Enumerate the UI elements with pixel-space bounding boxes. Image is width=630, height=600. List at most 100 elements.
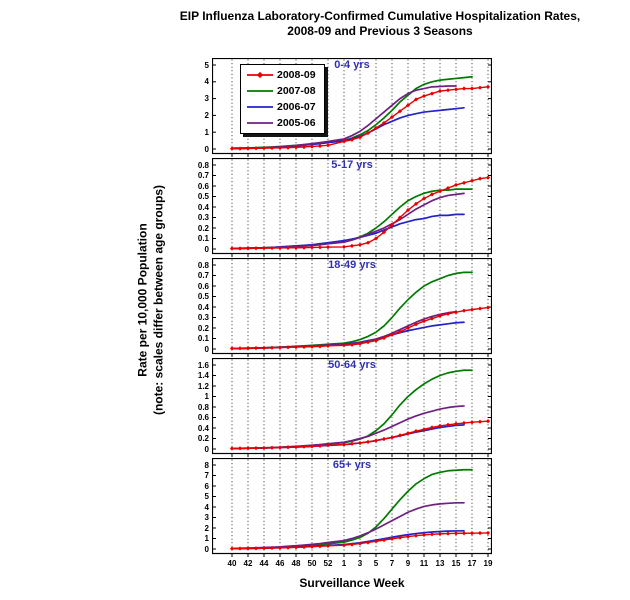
series-marker-2008-09 xyxy=(437,189,443,194)
series-marker-2008-09 xyxy=(277,145,283,150)
series-marker-2008-09 xyxy=(269,145,275,151)
series-marker-2008-09 xyxy=(237,246,243,251)
series-marker-2008-09 xyxy=(413,533,419,538)
series-line-2005-06 xyxy=(231,192,465,250)
panel-border xyxy=(212,358,492,455)
x-tick-label: 1 xyxy=(341,559,347,568)
series-marker-2008-09 xyxy=(325,343,331,348)
series-marker-2008-09 xyxy=(405,534,411,539)
series-marker-2008-09 xyxy=(445,88,451,93)
series-marker-2008-09 xyxy=(461,420,467,426)
series-marker-2008-09 xyxy=(341,244,347,249)
series-marker-2008-09 xyxy=(429,192,435,197)
legend-label: 2007-08 xyxy=(277,85,316,97)
y-tick-label: 0 xyxy=(204,344,209,354)
series-marker-2008-09 xyxy=(477,530,483,536)
series-marker-2008-09 xyxy=(413,429,419,434)
series-marker-2008-09 xyxy=(317,245,323,250)
series-marker-2008-09 xyxy=(373,125,379,131)
series-marker-2008-09 xyxy=(437,313,443,319)
series-marker-2008-09 xyxy=(237,146,243,151)
series-marker-2008-09 xyxy=(349,542,355,547)
series-marker-2008-09 xyxy=(485,305,491,310)
series-marker-2008-09 xyxy=(421,196,427,201)
series-marker-2008-09 xyxy=(269,445,275,450)
series-marker-2008-09 xyxy=(261,445,267,451)
series-marker-2008-09 xyxy=(269,345,275,350)
series-marker-2008-09 xyxy=(373,438,379,443)
y-tick-label: 0.3 xyxy=(197,213,209,222)
y-tick-label: 0.2 xyxy=(197,223,209,233)
y-tick-label: 3 xyxy=(204,513,209,522)
series-marker-2008-09 xyxy=(397,535,403,540)
x-tick-label: 17 xyxy=(467,559,477,568)
series-line-2007-08 xyxy=(231,468,473,550)
series-marker-2008-09 xyxy=(469,86,475,91)
legend-line-sample xyxy=(247,106,273,108)
series-marker-2008-09 xyxy=(349,137,355,142)
y-tick-label: 0 xyxy=(204,144,209,154)
x-tick-label: 5 xyxy=(373,559,379,568)
series-marker-2008-09 xyxy=(421,319,427,324)
series-marker-2008-09 xyxy=(301,444,307,449)
series-marker-2008-09 xyxy=(277,245,283,251)
series-marker-2008-09 xyxy=(229,346,235,351)
y-tick-label: 8 xyxy=(204,460,209,470)
series-marker-2008-09 xyxy=(277,345,283,350)
series-marker-2008-09 xyxy=(269,545,275,551)
series-marker-2008-09 xyxy=(253,346,259,351)
series-marker-2008-09 xyxy=(253,446,259,451)
figure-title-line1: EIP Influenza Laboratory-Confirmed Cumul… xyxy=(179,9,581,23)
x-tick-label: 3 xyxy=(357,559,363,568)
series-marker-2008-09 xyxy=(381,120,387,126)
series-marker-2008-09 xyxy=(373,338,379,343)
series-marker-2008-09 xyxy=(389,114,395,120)
series-marker-2008-09 xyxy=(269,245,275,251)
series-marker-2008-09 xyxy=(453,531,459,536)
panel-plot-area xyxy=(212,458,492,557)
series-marker-2008-09 xyxy=(293,245,299,250)
y-tick-label: 7 xyxy=(204,471,209,480)
chart-panel-0-4-yrs: 0 1 2 3 4 5 0-4 yrs 2008-09 2007-08 2006-07 2005-0… xyxy=(205,58,492,158)
series-marker-2008-09 xyxy=(261,546,267,551)
series-marker-2008-09 xyxy=(469,307,475,312)
series-marker-2008-09 xyxy=(309,144,315,149)
series-marker-2008-09 xyxy=(325,143,331,148)
series-marker-2008-09 xyxy=(389,222,395,227)
series-marker-2008-09 xyxy=(429,91,435,96)
series-marker-2008-09 xyxy=(421,93,427,99)
legend-label: 2005-06 xyxy=(277,117,316,129)
series-marker-2008-09 xyxy=(357,135,363,140)
series-marker-2008-09 xyxy=(461,531,467,536)
series-marker-2008-09 xyxy=(293,345,299,350)
y-tick-label: 0.4 xyxy=(197,423,209,433)
y-tick-label: 5 xyxy=(204,60,209,70)
series-marker-2008-09 xyxy=(453,182,459,188)
series-marker-2008-09 xyxy=(469,178,475,183)
series-marker-2008-09 xyxy=(477,176,483,181)
series-marker-2008-09 xyxy=(477,85,483,90)
y-tick-label: 1 xyxy=(204,127,209,137)
panel-plot-area xyxy=(212,258,492,357)
legend-label: 2006-07 xyxy=(277,101,316,113)
legend-row-2006-07: 2006-07 xyxy=(246,99,316,115)
series-marker-2008-09 xyxy=(301,344,307,349)
x-tick-label: 19 xyxy=(483,559,493,568)
series-marker-2008-09 xyxy=(461,308,467,313)
chart-panel-65+-yrs: 0 1 2 3 4 5 6 7 8 65+ yrs xyxy=(205,458,492,558)
series-marker-2008-09 xyxy=(453,87,459,92)
y-axis-label-line2: (note: scales differ between age groups) xyxy=(151,184,165,416)
series-marker-2008-09 xyxy=(229,446,235,451)
series-marker-2008-09 xyxy=(357,440,363,446)
y-tick-label: 1 xyxy=(204,392,209,401)
figure-title: EIP Influenza Laboratory-Confirmed Cumul… xyxy=(170,9,590,39)
y-tick-label: 0.7 xyxy=(197,171,209,180)
series-marker-2008-09 xyxy=(389,435,395,440)
series-marker-2008-09 xyxy=(389,536,395,541)
x-tick-label: 42 xyxy=(243,559,253,568)
series-marker-2008-09 xyxy=(253,146,259,151)
series-marker-2008-09 xyxy=(229,146,235,151)
series-line-2007-08 xyxy=(231,271,473,350)
series-marker-2008-09 xyxy=(301,245,307,250)
panel-border xyxy=(212,458,492,555)
